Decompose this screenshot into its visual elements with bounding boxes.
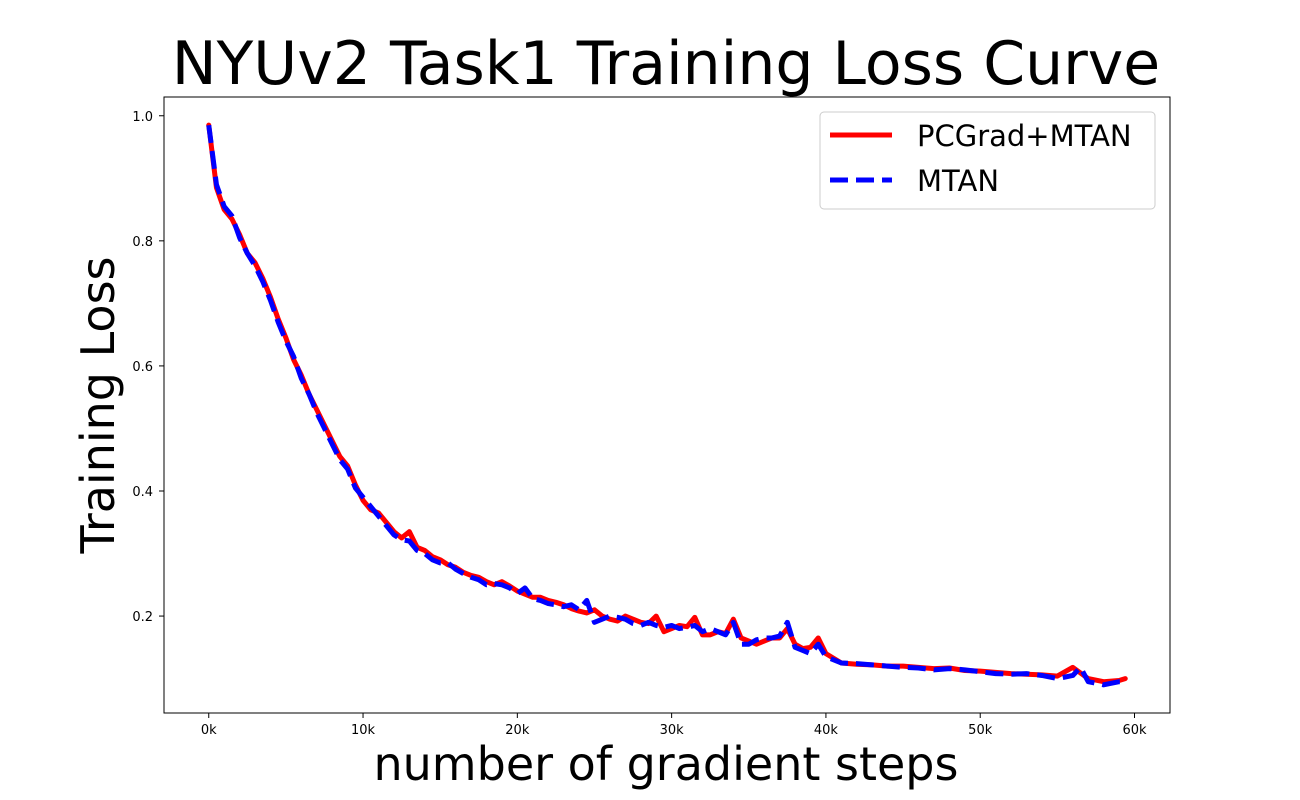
x-tick-label: 30k: [660, 723, 685, 738]
y-axis-ticks: 0.2 0.4 0.6 0.8 1.0: [132, 110, 164, 625]
y-axis-label: Training Loss: [71, 256, 125, 554]
x-tick-label: 0k: [201, 723, 217, 738]
legend-box: [819, 111, 1156, 210]
x-axis-ticks: 0k 10k 20k 30k 40k 50k 60k: [201, 713, 1147, 738]
y-tick-label: 1.0: [132, 110, 153, 125]
y-tick-label: 0.6: [132, 360, 153, 375]
y-tick-label: 0.8: [132, 235, 153, 250]
x-axis-label: number of gradient steps: [374, 737, 959, 791]
x-tick-label: 20k: [505, 723, 530, 738]
series-layer: [206, 122, 1128, 688]
x-tick-label: 40k: [814, 723, 839, 738]
legend: PCGrad+MTAN MTAN: [819, 111, 1156, 210]
x-tick-label: 50k: [968, 723, 993, 738]
y-tick-label: 0.2: [132, 610, 153, 625]
x-tick-label: 60k: [1122, 723, 1147, 738]
x-tick-label: 10k: [351, 723, 376, 738]
legend-label-mtan: MTAN: [917, 164, 999, 198]
legend-label-pcgrad-mtan: PCGrad+MTAN: [917, 119, 1132, 153]
series-line-mtan: [206, 124, 1126, 688]
y-tick-label: 0.4: [132, 485, 153, 500]
chart-title: NYUv2 Task1 Training Loss Curve: [172, 29, 1160, 99]
